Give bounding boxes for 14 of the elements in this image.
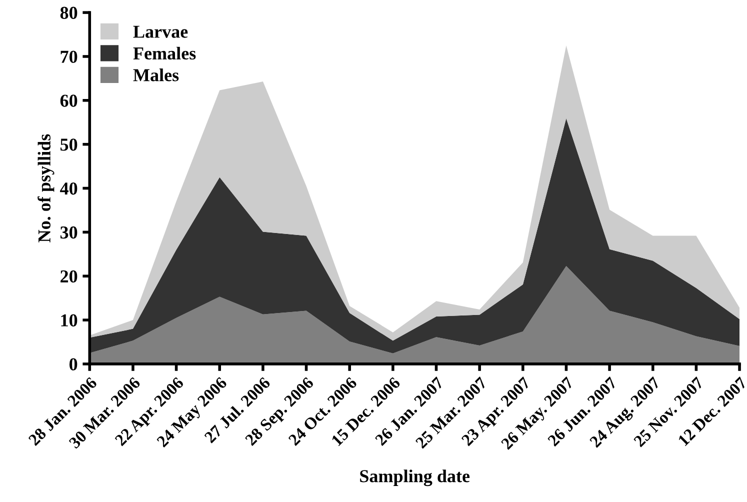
y-tick-label: 50 <box>60 138 78 151</box>
x-axis-title: Sampling date <box>360 470 470 486</box>
y-tick-label: 60 <box>60 94 78 107</box>
y-tick-label: 40 <box>60 182 78 195</box>
y-tick-label: 70 <box>60 50 78 63</box>
y-tick-label: 0 <box>69 358 78 370</box>
legend-label: Larvae <box>133 26 188 38</box>
legend-label: Males <box>133 68 179 82</box>
y-tick-label: 10 <box>61 314 78 326</box>
y-tick-label: 20 <box>60 270 78 283</box>
legend-label: Females <box>133 46 196 60</box>
y-axis-title: No. of psyllids <box>38 134 54 242</box>
y-tick-label: 80 <box>60 6 78 19</box>
y-tick-label: 30 <box>60 226 78 239</box>
